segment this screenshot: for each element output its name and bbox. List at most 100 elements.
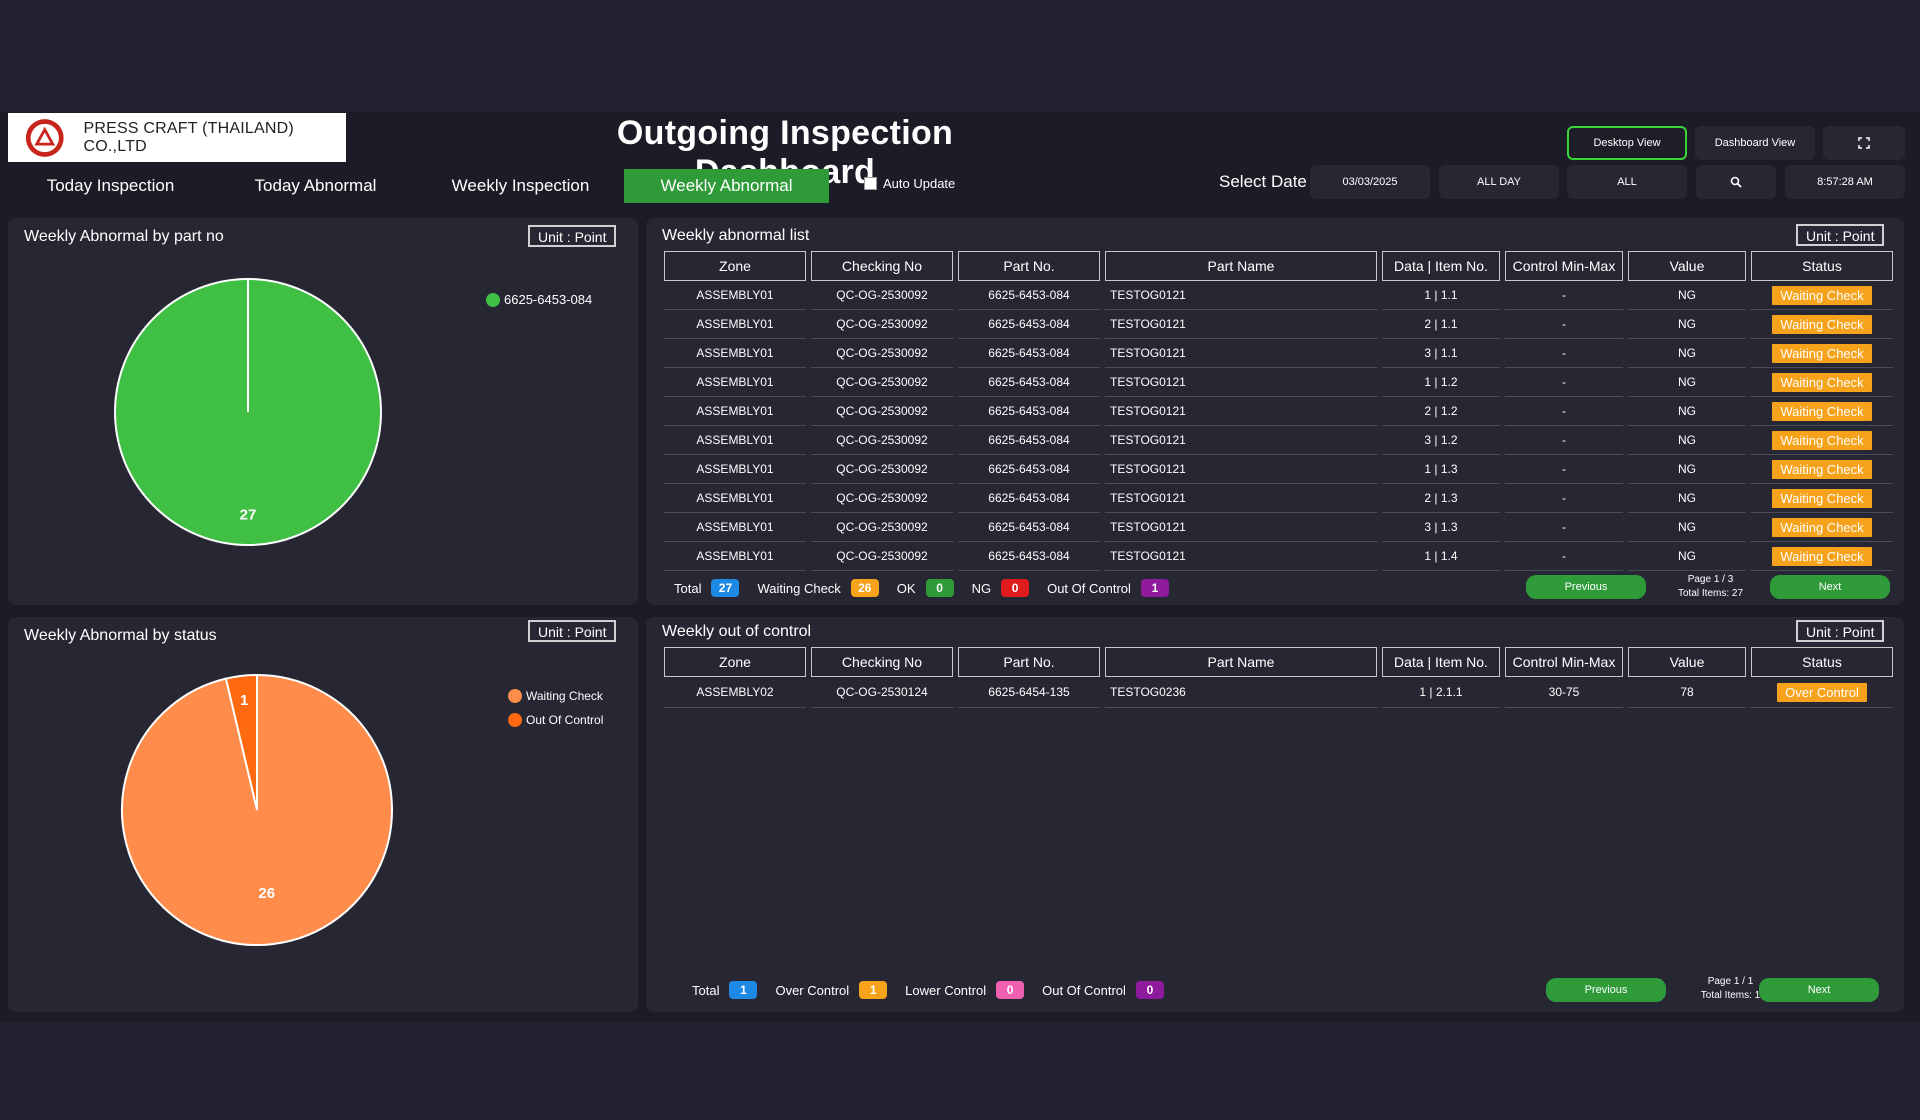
summary-count-badge: 27 — [711, 579, 740, 597]
column-header: Data | Item No. — [1382, 647, 1500, 677]
table-cell: QC-OG-2530092 — [811, 542, 953, 571]
auto-update-label: Auto Update — [883, 176, 956, 191]
pie-chart-part: 27 — [114, 278, 382, 546]
table-cell: NG — [1628, 368, 1746, 397]
table-cell: NG — [1628, 310, 1746, 339]
table-cell: 3 | 1.2 — [1382, 426, 1500, 455]
table-row[interactable]: ASSEMBLY01 QC-OG-2530092 6625-6453-084 TEST… — [664, 484, 1893, 513]
next-button[interactable]: Next — [1770, 575, 1890, 599]
summary-label: Out Of Control — [1047, 580, 1131, 596]
auto-update-checkbox[interactable] — [864, 177, 877, 190]
table-cell: TESTOG0121 — [1105, 484, 1377, 513]
status-badge: Waiting Check — [1772, 488, 1872, 508]
table-cell: 3 | 1.3 — [1382, 513, 1500, 542]
ooc-summary: Total 1 Over Control 1 Lower Control 0 Out Of … — [692, 981, 1182, 999]
table-cell: Over Control — [1751, 677, 1893, 708]
table-cell: 6625-6453-084 — [958, 484, 1100, 513]
table-row[interactable]: ASSEMBLY01 QC-OG-2530092 6625-6453-084 TEST… — [664, 281, 1893, 310]
tab-today-inspection[interactable]: Today Inspection — [46, 176, 175, 195]
table-cell: NG — [1628, 281, 1746, 310]
table-cell: 2 | 1.3 — [1382, 484, 1500, 513]
search-button[interactable] — [1696, 165, 1776, 199]
date-picker[interactable]: 03/03/2025 — [1310, 165, 1430, 199]
column-header: Part No. — [958, 647, 1100, 677]
table-cell: NG — [1628, 513, 1746, 542]
legend-item-out-of-control[interactable]: Out Of Control — [508, 713, 603, 727]
table-cell: QC-OG-2530092 — [811, 484, 953, 513]
summary-label: Total — [674, 580, 702, 596]
select-date-label: Select Date — [1219, 172, 1307, 191]
column-header: Status — [1751, 647, 1893, 677]
unit-label: Unit : Point — [1796, 224, 1885, 246]
table-cell: - — [1505, 484, 1623, 513]
tab-today-abnormal[interactable]: Today Abnormal — [254, 176, 377, 195]
column-header: Zone — [664, 647, 806, 677]
table-row[interactable]: ASSEMBLY01 QC-OG-2530092 6625-6453-084 TEST… — [664, 368, 1893, 397]
fullscreen-icon — [1858, 137, 1870, 149]
table-cell: 6625-6453-084 — [958, 426, 1100, 455]
table-row[interactable]: ASSEMBLY01 QC-OG-2530092 6625-6453-084 TEST… — [664, 426, 1893, 455]
table-cell: ASSEMBLY02 — [664, 677, 806, 708]
auto-update-toggle[interactable]: Auto Update — [864, 176, 955, 191]
table-row[interactable]: ASSEMBLY01 QC-OG-2530092 6625-6453-084 TEST… — [664, 455, 1893, 484]
table-cell: QC-OG-2530092 — [811, 310, 953, 339]
table-cell: Waiting Check — [1751, 542, 1893, 571]
table-cell: - — [1505, 368, 1623, 397]
tab-weekly-inspection[interactable]: Weekly Inspection — [451, 176, 590, 195]
previous-button[interactable]: Previous — [1526, 575, 1646, 599]
status-badge: Waiting Check — [1772, 343, 1872, 363]
desktop-view-button[interactable]: Desktop View — [1567, 126, 1687, 160]
table-cell: 6625-6453-084 — [958, 455, 1100, 484]
period-select[interactable]: ALL DAY — [1439, 165, 1559, 199]
status-badge: Waiting Check — [1772, 401, 1872, 421]
status-badge: Waiting Check — [1772, 285, 1872, 305]
table-cell: TESTOG0121 — [1105, 455, 1377, 484]
table-cell: QC-OG-2530092 — [811, 368, 953, 397]
table-cell: TESTOG0121 — [1105, 310, 1377, 339]
fullscreen-button[interactable] — [1823, 126, 1905, 160]
table-row[interactable]: ASSEMBLY01 QC-OG-2530092 6625-6453-084 TEST… — [664, 542, 1893, 571]
table-cell: 1 | 1.2 — [1382, 368, 1500, 397]
table-row[interactable]: ASSEMBLY01 QC-OG-2530092 6625-6453-084 TEST… — [664, 397, 1893, 426]
dashboard-view-button[interactable]: Dashboard View — [1695, 126, 1815, 160]
summary-count-badge: 1 — [1140, 579, 1169, 597]
status-badge: Waiting Check — [1772, 430, 1872, 450]
table-cell: TESTOG0121 — [1105, 513, 1377, 542]
legend-item-part[interactable]: 6625-6453-084 — [486, 292, 592, 307]
zone-select[interactable]: ALL — [1567, 165, 1687, 199]
panel-title-part: Weekly Abnormal by part no — [24, 228, 224, 245]
next-button[interactable]: Next — [1759, 978, 1879, 1002]
table-cell: TESTOG0236 — [1105, 677, 1377, 708]
table-row[interactable]: ASSEMBLY02 QC-OG-2530124 6625-6454-135 TEST… — [664, 677, 1893, 708]
summary-label: Out Of Control — [1042, 982, 1126, 998]
tab-weekly-abnormal[interactable]: Weekly Abnormal — [624, 169, 829, 203]
previous-button[interactable]: Previous — [1546, 978, 1666, 1002]
page-info: Page 1 / 3 Total Items: 27 — [1658, 573, 1763, 601]
company-logo-icon — [25, 118, 64, 157]
table-cell: ASSEMBLY01 — [664, 368, 806, 397]
table-cell: QC-OG-2530092 — [811, 339, 953, 368]
table-cell: ASSEMBLY01 — [664, 513, 806, 542]
column-header: Status — [1751, 251, 1893, 281]
panel-title-list: Weekly abnormal list — [662, 227, 810, 244]
legend-item-waiting[interactable]: Waiting Check — [508, 689, 603, 703]
table-row[interactable]: ASSEMBLY01 QC-OG-2530092 6625-6453-084 TEST… — [664, 339, 1893, 368]
table-cell: Waiting Check — [1751, 281, 1893, 310]
table-cell: - — [1505, 281, 1623, 310]
table-row[interactable]: ASSEMBLY01 QC-OG-2530092 6625-6453-084 TEST… — [664, 310, 1893, 339]
table-cell: - — [1505, 513, 1623, 542]
table-cell: 2 | 1.1 — [1382, 310, 1500, 339]
abnormal-summary: Total 27 Waiting Check 26 OK 0 NG 0 Out Of Contr… — [674, 579, 1187, 597]
table-cell: 6625-6453-084 — [958, 310, 1100, 339]
panel-abnormal-by-status: Weekly Abnormal by status Unit : Point 1… — [8, 617, 638, 1012]
pie-slice[interactable] — [121, 673, 393, 946]
table-cell: 6625-6453-084 — [958, 368, 1100, 397]
panel-abnormal-list: Weekly abnormal list Unit : Point Zone Ch… — [646, 218, 1904, 605]
table-cell: ASSEMBLY01 — [664, 339, 806, 368]
table-row[interactable]: ASSEMBLY01 QC-OG-2530092 6625-6453-084 TEST… — [664, 513, 1893, 542]
legend-dot-icon — [508, 689, 522, 703]
table-cell: NG — [1628, 542, 1746, 571]
panel-title-status: Weekly Abnormal by status — [24, 627, 217, 644]
summary-count-badge: 26 — [850, 579, 879, 597]
table-cell: Waiting Check — [1751, 368, 1893, 397]
